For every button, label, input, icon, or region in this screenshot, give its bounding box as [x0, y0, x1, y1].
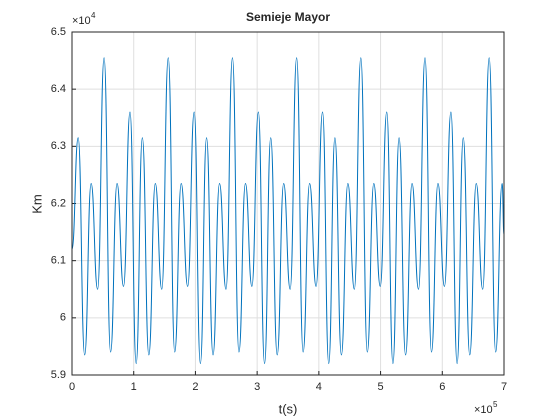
x-axis-label: t(s) [279, 401, 298, 416]
y-scale-base: ×10 [72, 15, 91, 27]
y-tick-label: 6.3 [51, 140, 66, 152]
x-tick-label: 6 [439, 381, 445, 393]
y-tick-label: 6.4 [51, 83, 66, 95]
y-tick-label: 6.2 [51, 197, 66, 209]
x-tick-label: 4 [316, 381, 322, 393]
y-axis-label: Km [29, 194, 44, 214]
x-scale-exponent: 5 [493, 400, 498, 409]
x-tick-label: 3 [254, 381, 260, 393]
data-line [71, 57, 505, 365]
x-tick-label: 7 [501, 381, 507, 393]
x-tick-label: 5 [378, 381, 384, 393]
chart-title: Semieje Mayor [246, 10, 330, 24]
y-tick-label: 6.1 [51, 255, 66, 267]
y-tick-label: 6.5 [51, 26, 66, 38]
x-scale-base: ×10 [474, 404, 493, 416]
x-tick-label: 0 [69, 381, 75, 393]
x-tick-label: 1 [131, 381, 137, 393]
x-tick-label: 2 [192, 381, 198, 393]
y-tick-label: 5.9 [51, 369, 66, 381]
axes-box [71, 31, 505, 376]
y-tick-label: 6 [60, 312, 66, 324]
y-scale-exponent: 4 [91, 11, 96, 20]
